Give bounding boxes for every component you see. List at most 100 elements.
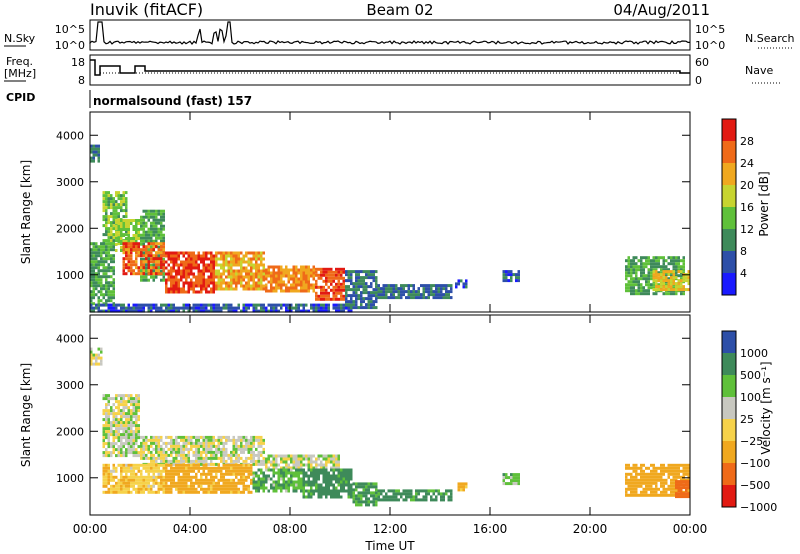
heatmap-cell (265, 271, 268, 275)
heatmap-cell (147, 230, 150, 234)
heatmap-cell (682, 472, 685, 476)
heatmap-cell (230, 309, 233, 313)
heatmap-cell (330, 480, 333, 484)
heatmap-cell (280, 460, 283, 464)
heatmap-cell (667, 262, 670, 266)
heatmap-cell (632, 463, 635, 467)
heatmap-cell (120, 228, 123, 231)
heatmap-cell (322, 294, 325, 298)
heatmap-cell (200, 444, 203, 448)
heatmap-cell (515, 276, 518, 280)
heatmap-cell (257, 468, 260, 472)
heatmap-cell (202, 481, 205, 485)
heatmap-cell (155, 224, 158, 228)
heatmap-cell (380, 287, 383, 291)
heatmap-cell (180, 456, 183, 460)
heatmap-cell (350, 276, 353, 280)
heatmap-cell (120, 424, 123, 428)
heatmap-cell (182, 472, 185, 476)
heatmap-cell (262, 483, 265, 487)
heatmap-cell (137, 484, 140, 488)
heatmap-cell (120, 206, 123, 210)
heatmap-cell (257, 486, 260, 490)
heatmap-cell (342, 477, 345, 481)
heatmap-cell (222, 444, 225, 448)
heatmap-cell (207, 303, 210, 307)
heatmap-cell (255, 486, 258, 490)
heatmap-cell (345, 477, 348, 481)
heatmap-cell (357, 279, 360, 283)
heatmap-cell (250, 287, 253, 291)
heatmap-cell (350, 495, 353, 499)
heatmap-cell (137, 463, 140, 467)
heatmap-cell (102, 197, 105, 201)
heatmap-cell (337, 454, 340, 458)
heatmap-cell (340, 273, 343, 277)
heatmap-cell (135, 451, 138, 455)
heatmap-cell (250, 450, 253, 454)
heatmap-cell (352, 270, 355, 274)
heatmap-cell (215, 469, 218, 473)
heatmap-cell (432, 290, 435, 294)
beam-title: Beam 02 (366, 1, 433, 19)
heatmap-cell (195, 438, 198, 442)
heatmap-cell (375, 291, 378, 295)
heatmap-cell (335, 303, 338, 307)
heatmap-cell (95, 356, 98, 360)
heatmap-cell (95, 266, 98, 270)
heatmap-cell (302, 489, 305, 493)
heatmap-cell (635, 466, 638, 470)
heatmap-cell (97, 150, 100, 154)
heatmap-cell (640, 481, 643, 485)
heatmap-cell (232, 450, 235, 454)
heatmap-cell (377, 296, 380, 300)
heatmap-cell (205, 251, 208, 255)
heatmap-cell (660, 493, 663, 497)
heatmap-cell (397, 296, 400, 300)
heatmap-cell (217, 447, 220, 451)
heatmap-cell (372, 294, 375, 298)
heatmap-cell (395, 287, 398, 291)
heatmap-cell (627, 268, 630, 272)
heatmap-cell (117, 439, 120, 443)
heatmap-cell (197, 466, 200, 470)
heatmap-cell (125, 472, 128, 476)
heatmap-cell (240, 466, 243, 470)
heatmap-cell (640, 466, 643, 470)
heatmap-cell (320, 471, 323, 475)
heatmap-cell (137, 237, 140, 240)
heatmap-cell (642, 277, 645, 281)
heatmap-cell (652, 283, 655, 287)
heatmap-cell (122, 436, 125, 440)
heatmap-cell (267, 280, 270, 284)
colorbar-tick-label: 8 (740, 245, 747, 258)
heatmap-cell (125, 272, 128, 276)
heatmap-cell (122, 406, 125, 410)
power-ylabel: Slant Range [km] (19, 160, 33, 264)
heatmap-cell (242, 306, 245, 310)
heatmap-cell (342, 276, 345, 280)
heatmap-cell (172, 462, 175, 466)
heatmap-cell (160, 209, 163, 213)
heatmap-cell (107, 230, 110, 234)
heatmap-cell (635, 274, 638, 278)
heatmap-cell (265, 286, 268, 290)
heatmap-cell (627, 481, 630, 485)
heatmap-cell (352, 491, 355, 495)
heatmap-cell (90, 299, 93, 303)
heatmap-cell (265, 283, 268, 287)
heatmap-cell (285, 480, 288, 484)
heatmap-cell (180, 478, 183, 482)
heatmap-cell (325, 282, 328, 286)
heatmap-cell (272, 457, 275, 461)
heatmap-cell (90, 260, 93, 264)
heatmap-cell (190, 254, 193, 258)
heatmap-cell (140, 236, 143, 240)
heatmap-cell (127, 484, 130, 488)
heatmap-cell (422, 296, 425, 300)
heatmap-cell (175, 278, 178, 282)
heatmap-cell (117, 219, 120, 222)
heatmap-cell (220, 251, 223, 255)
heatmap-cell (187, 459, 190, 463)
heatmap-cell (330, 276, 333, 280)
